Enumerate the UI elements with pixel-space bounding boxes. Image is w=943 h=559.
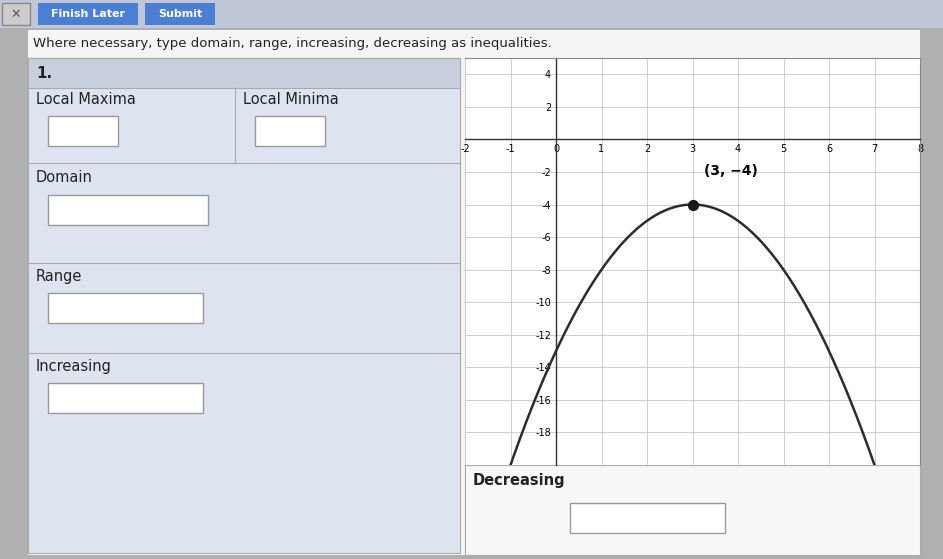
Text: Local Minima: Local Minima (243, 92, 339, 107)
Bar (256, 116, 325, 146)
Bar (48, 195, 208, 225)
Point (685, 200, 700, 209)
Text: ✕: ✕ (10, 7, 22, 21)
Bar (28, 58, 460, 553)
Text: Increasing: Increasing (36, 359, 112, 375)
Bar (28, 58, 460, 88)
Text: Submit: Submit (157, 9, 202, 19)
Text: 1.: 1. (36, 65, 52, 80)
Bar (48, 116, 118, 146)
Bar (0, 0, 943, 28)
Bar (48, 293, 203, 323)
Text: Local Maxima: Local Maxima (36, 92, 136, 107)
Bar (2, 3, 30, 25)
Text: Finish Later: Finish Later (51, 9, 125, 19)
Text: Decreasing: Decreasing (473, 473, 566, 489)
Text: (3, −4): (3, −4) (703, 164, 758, 178)
Bar (38, 3, 138, 25)
Text: Domain: Domain (36, 169, 92, 184)
Bar (465, 465, 920, 555)
Text: Range: Range (36, 269, 82, 285)
Bar (570, 503, 725, 533)
Bar (145, 3, 215, 25)
Text: Where necessary, type domain, range, increasing, decreasing as inequalities.: Where necessary, type domain, range, inc… (33, 37, 552, 50)
Bar (48, 383, 203, 413)
